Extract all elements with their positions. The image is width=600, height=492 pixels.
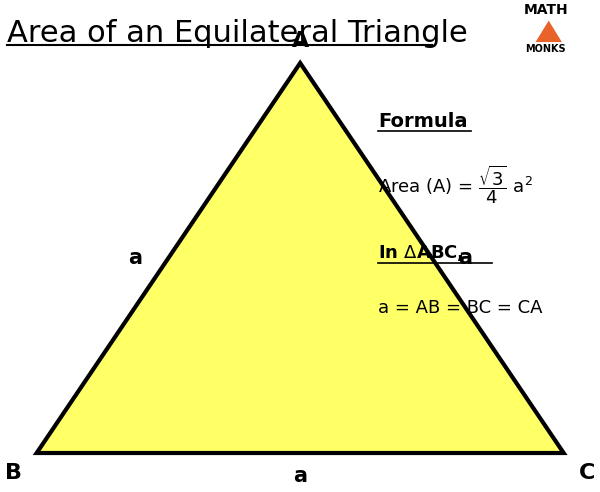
- Text: A: A: [292, 31, 309, 51]
- Polygon shape: [536, 21, 562, 42]
- Text: In $\Delta$ABC,: In $\Delta$ABC,: [378, 243, 464, 263]
- Text: MONKS: MONKS: [526, 43, 566, 54]
- Text: B: B: [5, 463, 22, 483]
- Text: a: a: [458, 248, 472, 268]
- Text: C: C: [578, 463, 595, 483]
- Text: a = AB = BC = CA: a = AB = BC = CA: [378, 300, 542, 317]
- Polygon shape: [37, 63, 563, 453]
- Text: MATH: MATH: [523, 3, 568, 17]
- Text: a: a: [128, 248, 142, 268]
- Text: Formula: Formula: [378, 112, 467, 131]
- Text: a: a: [293, 466, 307, 487]
- Text: Area (A) = $\dfrac{\sqrt{3}}{4}$ a$^2$: Area (A) = $\dfrac{\sqrt{3}}{4}$ a$^2$: [378, 163, 533, 206]
- Text: Area of an Equilateral Triangle: Area of an Equilateral Triangle: [7, 19, 467, 48]
